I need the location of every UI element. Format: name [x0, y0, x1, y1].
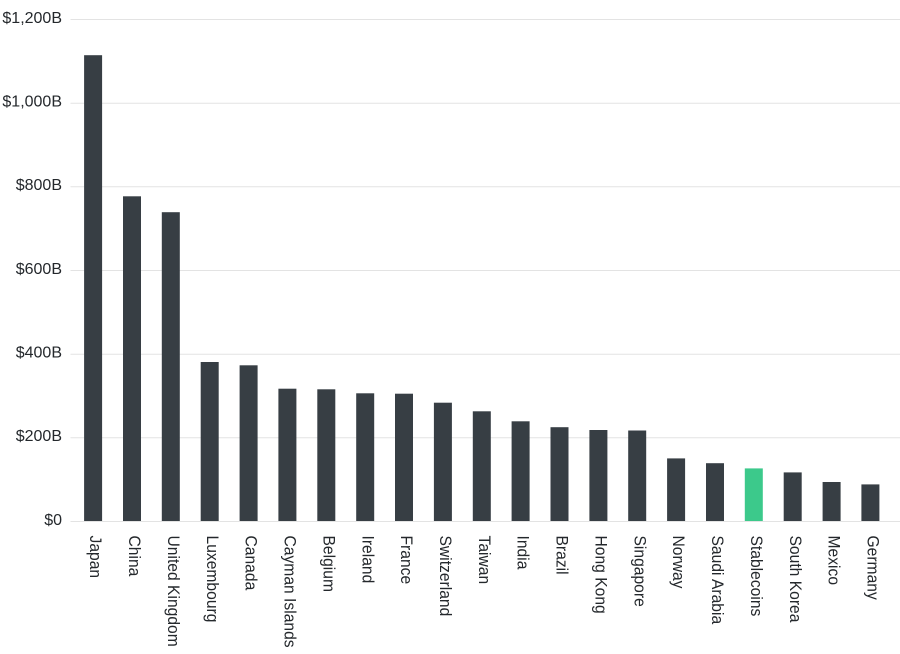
svg-text:United Kingdom: United Kingdom: [164, 536, 183, 647]
svg-text:India: India: [514, 536, 533, 571]
svg-text:South Korea: South Korea: [786, 536, 805, 624]
svg-text:Brazil: Brazil: [552, 536, 571, 575]
svg-text:China: China: [125, 536, 144, 578]
svg-text:$800B: $800B: [16, 177, 62, 194]
svg-text:$1,200B: $1,200B: [2, 10, 62, 27]
svg-text:Japan: Japan: [86, 536, 105, 579]
svg-text:Norway: Norway: [669, 536, 688, 590]
svg-text:$0: $0: [44, 512, 62, 529]
svg-text:$1,000B: $1,000B: [2, 94, 62, 111]
svg-text:Germany: Germany: [863, 536, 882, 601]
svg-text:Ireland: Ireland: [358, 536, 377, 584]
svg-text:Belgium: Belgium: [319, 536, 338, 592]
svg-text:Hong Kong: Hong Kong: [591, 536, 610, 614]
svg-text:$200B: $200B: [16, 428, 62, 445]
svg-text:Taiwan: Taiwan: [475, 536, 494, 585]
svg-text:Switzerland: Switzerland: [436, 536, 455, 617]
svg-text:Stablecoins: Stablecoins: [747, 536, 766, 617]
svg-text:Mexico: Mexico: [825, 536, 844, 586]
svg-text:$600B: $600B: [16, 261, 62, 278]
svg-text:Luxembourg: Luxembourg: [203, 536, 222, 623]
svg-text:Singapore: Singapore: [630, 536, 649, 607]
svg-text:$400B: $400B: [16, 345, 62, 362]
svg-text:Canada: Canada: [242, 536, 261, 592]
svg-text:Cayman Islands: Cayman Islands: [280, 536, 299, 648]
svg-text:France: France: [397, 536, 416, 585]
svg-text:Saudi Arabia: Saudi Arabia: [708, 536, 727, 626]
